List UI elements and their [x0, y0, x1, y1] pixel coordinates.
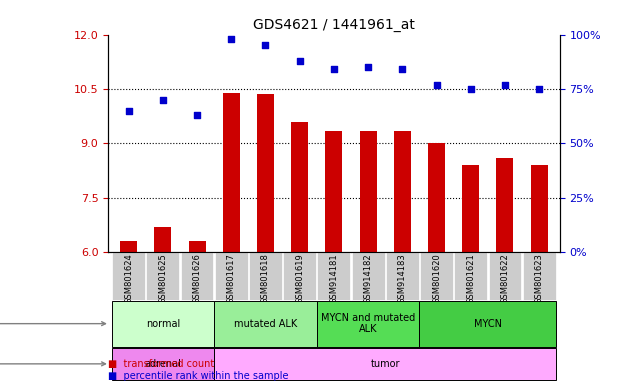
Text: ■  percentile rank within the sample: ■ percentile rank within the sample	[108, 371, 289, 381]
Text: GSM801626: GSM801626	[193, 253, 202, 304]
Bar	[188, 241, 205, 252]
Point	[260, 42, 270, 48]
Point	[294, 58, 305, 64]
FancyBboxPatch shape	[523, 252, 556, 300]
FancyBboxPatch shape	[214, 301, 317, 347]
Bar	[428, 143, 445, 252]
Text: GSM801620: GSM801620	[432, 253, 441, 304]
Point	[226, 36, 237, 42]
Text: tissue: tissue	[0, 359, 106, 369]
Text: genotype/variation: genotype/variation	[0, 319, 106, 329]
Bar	[496, 158, 513, 252]
FancyBboxPatch shape	[214, 348, 556, 379]
Text: adrenal: adrenal	[144, 359, 181, 369]
Text: GSM801619: GSM801619	[295, 253, 304, 304]
Text: GSM914182: GSM914182	[364, 253, 373, 304]
Point	[192, 112, 202, 118]
Bar	[257, 94, 274, 252]
FancyBboxPatch shape	[454, 252, 487, 300]
Bar	[359, 131, 377, 252]
Text: GSM801624: GSM801624	[124, 253, 133, 304]
Point	[329, 66, 339, 73]
Title: GDS4621 / 1441961_at: GDS4621 / 1441961_at	[253, 18, 415, 32]
Point	[363, 64, 373, 70]
FancyBboxPatch shape	[419, 301, 556, 347]
FancyBboxPatch shape	[111, 301, 214, 347]
FancyBboxPatch shape	[317, 252, 350, 300]
FancyBboxPatch shape	[111, 348, 214, 379]
FancyBboxPatch shape	[181, 252, 214, 300]
Text: mutated ALK: mutated ALK	[234, 319, 297, 329]
FancyBboxPatch shape	[112, 252, 145, 300]
Point	[431, 81, 441, 88]
Bar	[530, 165, 548, 252]
Text: GSM801625: GSM801625	[158, 253, 167, 304]
Bar	[155, 227, 172, 252]
Text: GSM801622: GSM801622	[501, 253, 509, 304]
Text: GSM801621: GSM801621	[466, 253, 475, 304]
Point	[534, 86, 544, 92]
Point	[158, 97, 168, 103]
Bar	[223, 93, 240, 252]
FancyBboxPatch shape	[386, 252, 418, 300]
Text: GSM914181: GSM914181	[329, 253, 338, 304]
Point	[466, 86, 476, 92]
Text: MYCN and mutated
ALK: MYCN and mutated ALK	[321, 313, 415, 334]
FancyBboxPatch shape	[420, 252, 453, 300]
Text: GSM801623: GSM801623	[535, 253, 544, 304]
Bar	[462, 165, 480, 252]
Point	[398, 66, 408, 73]
Bar	[291, 121, 308, 252]
Point	[123, 108, 134, 114]
Text: ■  transformed count: ■ transformed count	[108, 359, 214, 369]
Text: normal: normal	[146, 319, 180, 329]
Point	[500, 81, 510, 88]
FancyBboxPatch shape	[249, 252, 282, 300]
FancyBboxPatch shape	[146, 252, 179, 300]
Bar	[326, 131, 342, 252]
Bar	[120, 241, 137, 252]
Bar	[394, 131, 411, 252]
FancyBboxPatch shape	[283, 252, 316, 300]
Text: GSM801617: GSM801617	[227, 253, 236, 304]
Text: GSM801618: GSM801618	[261, 253, 270, 304]
Text: GSM914183: GSM914183	[398, 253, 407, 304]
FancyBboxPatch shape	[488, 252, 522, 300]
FancyBboxPatch shape	[215, 252, 247, 300]
Text: tumor: tumor	[370, 359, 400, 369]
FancyBboxPatch shape	[317, 301, 419, 347]
Text: MYCN: MYCN	[474, 319, 502, 329]
FancyBboxPatch shape	[352, 252, 385, 300]
